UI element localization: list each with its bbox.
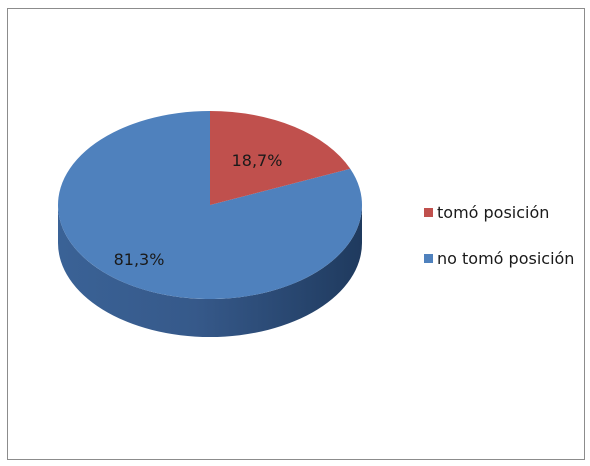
pie-slice-tomo-posicion [210,111,351,205]
pie-group [57,111,362,337]
pie-slice-no-tomo-posicion [57,111,362,299]
legend-label-no-tomo-posicion: no tomó posición [437,249,574,268]
legend: tomó posición no tomó posición [424,203,574,268]
legend-label-tomo-posicion: tomó posición [437,203,549,222]
data-label-no-tomo-posicion: 81,3% [114,250,165,269]
legend-swatch-tomo-posicion [424,208,433,217]
pie-side-wall [58,205,362,337]
legend-swatch-no-tomo-posicion [424,254,433,263]
data-label-tomo-posicion: 18,7% [232,151,283,170]
